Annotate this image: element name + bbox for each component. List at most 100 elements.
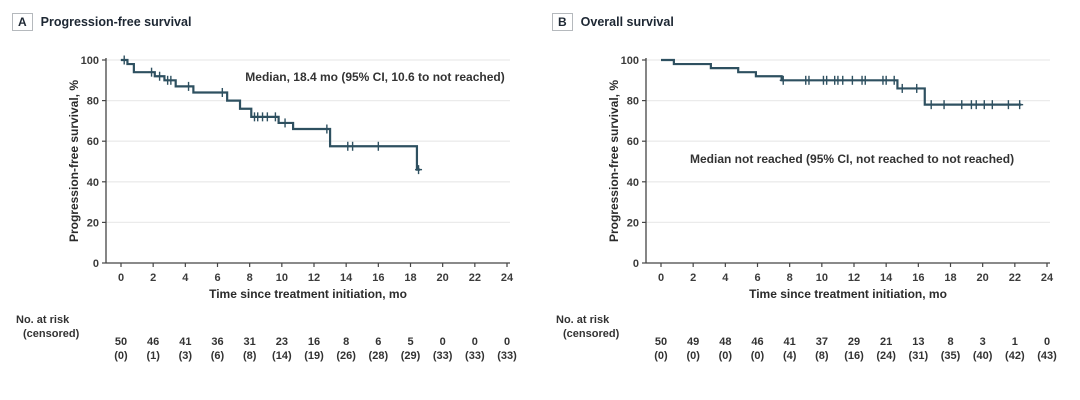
risk-count: 50: [115, 336, 127, 348]
risk-count: 3: [980, 336, 986, 348]
x-tick-label: 0: [118, 272, 124, 284]
risk-censored-count: (24): [876, 350, 896, 362]
x-tick-label: 4: [722, 272, 729, 284]
y-tick-label: 80: [87, 96, 99, 108]
panel-progression-free-survival: A Progression-free survival Progression-…: [12, 13, 517, 362]
risk-count: 13: [912, 336, 924, 348]
risk-censored-count: (8): [815, 350, 829, 362]
x-tick-label: 22: [1009, 272, 1021, 284]
risk-censored-count: (0): [719, 350, 733, 362]
risk-censored-count: (35): [941, 350, 961, 362]
panel-letter-badge: A: [12, 13, 33, 31]
risk-count: 5: [407, 336, 413, 348]
median-annotation: Median, 18.4 mo (95% CI, 10.6 to not rea…: [245, 70, 505, 84]
km-chart-svg: 020406080100050(0)246(1)441(3)636(6)831(…: [81, 55, 517, 362]
km-curve: [121, 58, 421, 171]
risk-censored-count: (0): [751, 350, 765, 362]
x-tick-label: 14: [340, 272, 353, 284]
risk-censored-count: (40): [973, 350, 993, 362]
risk-censored-count: (31): [909, 350, 929, 362]
y-tick-label: 0: [633, 258, 639, 270]
risk-count: 8: [947, 336, 953, 348]
x-tick-label: 6: [214, 272, 220, 284]
x-tick-label: 12: [308, 272, 320, 284]
panel-header: B Overall survival: [552, 13, 674, 31]
risk-count: 21: [880, 336, 892, 348]
x-tick-label: 10: [816, 272, 828, 284]
panel-title: Progression-free survival: [40, 15, 192, 29]
risk-label-censored: (censored): [563, 328, 620, 340]
x-tick-label: 20: [977, 272, 989, 284]
x-tick-label: 16: [912, 272, 924, 284]
x-tick-label: 16: [372, 272, 384, 284]
x-tick-label: 22: [469, 272, 481, 284]
risk-count: 46: [147, 336, 159, 348]
risk-count: 41: [179, 336, 191, 348]
risk-censored-count: (33): [465, 350, 485, 362]
median-annotation: Median not reached (95% CI, not reached …: [690, 152, 1015, 166]
risk-censored-count: (0): [654, 350, 668, 362]
x-tick-label: 8: [787, 272, 793, 284]
panel-overall-survival: B Overall survival Progression-free surv…: [540, 0, 1080, 400]
y-tick-label: 100: [81, 55, 99, 67]
x-tick-label: 20: [437, 272, 449, 284]
km-curve: [661, 58, 1022, 106]
x-tick-label: 2: [690, 272, 696, 284]
x-tick-label: 12: [848, 272, 860, 284]
x-tick-label: 6: [754, 272, 760, 284]
panel-header: A Progression-free survival: [12, 13, 191, 31]
risk-count: 36: [211, 336, 223, 348]
risk-censored-count: (1): [146, 350, 160, 362]
x-tick-label: 18: [944, 272, 956, 284]
risk-table-label: No. at risk (censored): [556, 313, 619, 341]
risk-count: 31: [244, 336, 256, 348]
risk-censored-count: (19): [304, 350, 324, 362]
risk-censored-count: (0): [686, 350, 700, 362]
risk-count: 8: [343, 336, 349, 348]
x-tick-label: 24: [501, 272, 514, 284]
risk-censored-count: (33): [433, 350, 453, 362]
risk-count: 0: [1044, 336, 1050, 348]
y-tick-label: 60: [627, 136, 639, 148]
risk-count: 29: [848, 336, 860, 348]
risk-censored-count: (28): [369, 350, 389, 362]
risk-count: 1: [1012, 336, 1018, 348]
risk-censored-count: (43): [1037, 350, 1057, 362]
risk-censored-count: (26): [336, 350, 356, 362]
risk-count: 0: [472, 336, 478, 348]
y-tick-label: 60: [87, 136, 99, 148]
risk-count: 0: [440, 336, 446, 348]
risk-censored-count: (29): [401, 350, 421, 362]
risk-censored-count: (4): [783, 350, 797, 362]
risk-censored-count: (16): [844, 350, 864, 362]
x-axis-label: Time since treatment initiation, mo: [749, 287, 947, 301]
panel-letter-badge: B: [552, 13, 573, 31]
km-chart-svg: 020406080100050(0)249(0)448(0)646(0)841(…: [621, 55, 1057, 362]
risk-count: 48: [719, 336, 731, 348]
y-tick-label: 0: [93, 258, 99, 270]
risk-count: 6: [375, 336, 381, 348]
risk-count: 50: [655, 336, 667, 348]
x-tick-label: 0: [658, 272, 664, 284]
risk-censored-count: (14): [272, 350, 292, 362]
x-tick-label: 8: [247, 272, 253, 284]
risk-censored-count: (3): [179, 350, 193, 362]
risk-label-censored: (censored): [23, 328, 80, 340]
risk-censored-count: (42): [1005, 350, 1025, 362]
y-tick-label: 20: [87, 217, 99, 229]
y-tick-label: 100: [621, 55, 639, 67]
y-tick-label: 40: [87, 177, 99, 189]
y-tick-label: 40: [627, 177, 639, 189]
x-tick-label: 10: [276, 272, 288, 284]
x-tick-label: 24: [1041, 272, 1054, 284]
risk-count: 41: [784, 336, 796, 348]
x-tick-label: 14: [880, 272, 893, 284]
risk-label-at-risk: No. at risk: [16, 314, 70, 326]
risk-count: 16: [308, 336, 320, 348]
risk-count: 23: [276, 336, 288, 348]
risk-censored-count: (33): [497, 350, 517, 362]
risk-label-at-risk: No. at risk: [556, 314, 610, 326]
risk-count: 37: [816, 336, 828, 348]
risk-table-label: No. at risk (censored): [16, 313, 79, 341]
